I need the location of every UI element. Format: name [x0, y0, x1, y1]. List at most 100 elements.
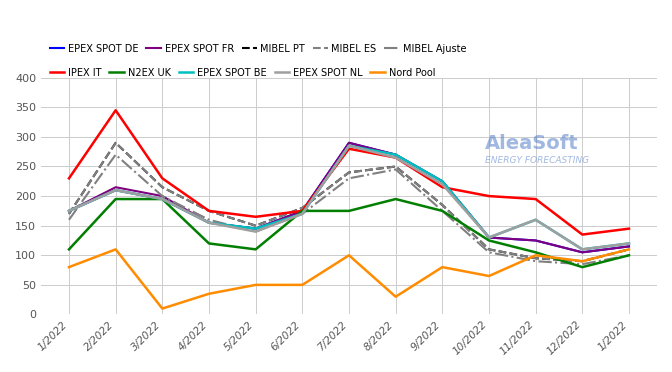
EPEX SPOT FR [112, 185, 120, 189]
EPEX SPOT FR [298, 209, 306, 213]
Line: EPEX SPOT DE: EPEX SPOT DE [69, 143, 629, 252]
MIBEL ES [65, 212, 73, 216]
MIBEL Ajuste [205, 218, 213, 222]
IPEX IT [345, 147, 353, 151]
EPEX SPOT NL [205, 221, 213, 225]
MIBEL Ajuste [532, 259, 540, 263]
MIBEL ES [392, 164, 400, 169]
N2EX UK [625, 253, 633, 257]
IPEX IT [65, 176, 73, 180]
MIBEL PT [251, 224, 259, 228]
Nord Pool [112, 247, 120, 251]
EPEX SPOT NL [485, 235, 493, 240]
Line: N2EX UK: N2EX UK [69, 199, 629, 267]
Nord Pool [532, 253, 540, 257]
EPEX SPOT NL [532, 218, 540, 222]
EPEX SPOT NL [392, 155, 400, 160]
IPEX IT [205, 209, 213, 213]
MIBEL ES [159, 185, 167, 189]
Line: EPEX SPOT FR: EPEX SPOT FR [69, 143, 629, 252]
EPEX SPOT NL [65, 209, 73, 213]
MIBEL PT [298, 206, 306, 210]
EPEX SPOT BE [251, 227, 259, 231]
Nord Pool [392, 295, 400, 299]
MIBEL Ajuste [485, 250, 493, 254]
MIBEL PT [159, 185, 167, 189]
Nord Pool [625, 247, 633, 251]
Nord Pool [345, 253, 353, 257]
MIBEL Ajuste [625, 253, 633, 257]
IPEX IT [625, 227, 633, 231]
EPEX SPOT BE [392, 153, 400, 157]
Text: AleaSoft: AleaSoft [485, 135, 578, 154]
EPEX SPOT DE [159, 197, 167, 201]
MIBEL PT [112, 141, 120, 145]
MIBEL ES [298, 206, 306, 210]
EPEX SPOT NL [625, 241, 633, 246]
EPEX SPOT FR [251, 227, 259, 231]
IPEX IT [579, 232, 587, 237]
Line: EPEX SPOT BE: EPEX SPOT BE [69, 146, 629, 249]
N2EX UK [159, 197, 167, 201]
Line: MIBEL ES: MIBEL ES [69, 143, 629, 261]
MIBEL ES [205, 209, 213, 213]
IPEX IT [298, 209, 306, 213]
EPEX SPOT BE [205, 221, 213, 225]
MIBEL ES [438, 203, 446, 207]
EPEX SPOT DE [625, 244, 633, 248]
EPEX SPOT FR [532, 238, 540, 243]
N2EX UK [485, 238, 493, 243]
IPEX IT [112, 108, 120, 112]
EPEX SPOT FR [625, 244, 633, 248]
EPEX SPOT DE [251, 227, 259, 231]
MIBEL Ajuste [579, 262, 587, 266]
MIBEL Ajuste [345, 176, 353, 180]
EPEX SPOT FR [485, 235, 493, 240]
Nord Pool [485, 274, 493, 278]
EPEX SPOT FR [65, 209, 73, 213]
EPEX SPOT BE [485, 235, 493, 240]
EPEX SPOT NL [298, 212, 306, 216]
N2EX UK [579, 265, 587, 269]
EPEX SPOT NL [345, 144, 353, 148]
EPEX SPOT BE [625, 241, 633, 246]
Line: IPEX IT: IPEX IT [69, 110, 629, 235]
MIBEL PT [579, 259, 587, 263]
Line: Nord Pool: Nord Pool [69, 249, 629, 308]
EPEX SPOT DE [485, 235, 493, 240]
EPEX SPOT DE [392, 153, 400, 157]
EPEX SPOT NL [159, 197, 167, 201]
Legend: IPEX IT, N2EX UK, EPEX SPOT BE, EPEX SPOT NL, Nord Pool: IPEX IT, N2EX UK, EPEX SPOT BE, EPEX SPO… [46, 64, 439, 81]
IPEX IT [485, 194, 493, 198]
EPEX SPOT BE [438, 179, 446, 183]
N2EX UK [345, 209, 353, 213]
EPEX SPOT DE [532, 238, 540, 243]
MIBEL PT [345, 170, 353, 174]
Line: MIBEL Ajuste: MIBEL Ajuste [69, 155, 629, 264]
MIBEL PT [625, 247, 633, 251]
Line: MIBEL PT: MIBEL PT [69, 143, 629, 261]
EPEX SPOT DE [438, 179, 446, 183]
MIBEL ES [625, 247, 633, 251]
EPEX SPOT DE [298, 209, 306, 213]
MIBEL ES [579, 259, 587, 263]
IPEX IT [251, 215, 259, 219]
Nord Pool [251, 283, 259, 287]
EPEX SPOT BE [112, 188, 120, 192]
Nord Pool [298, 283, 306, 287]
MIBEL PT [485, 247, 493, 251]
MIBEL ES [345, 170, 353, 174]
EPEX SPOT BE [345, 144, 353, 148]
Line: EPEX SPOT NL: EPEX SPOT NL [69, 146, 629, 249]
EPEX SPOT FR [392, 153, 400, 157]
N2EX UK [392, 197, 400, 201]
EPEX SPOT NL [579, 247, 587, 251]
Nord Pool [579, 259, 587, 263]
Text: ENERGY FORECASTING: ENERGY FORECASTING [485, 156, 589, 165]
Nord Pool [159, 306, 167, 311]
MIBEL Ajuste [392, 167, 400, 172]
MIBEL ES [532, 256, 540, 260]
MIBEL PT [65, 212, 73, 216]
MIBEL Ajuste [438, 209, 446, 213]
MIBEL PT [532, 256, 540, 260]
